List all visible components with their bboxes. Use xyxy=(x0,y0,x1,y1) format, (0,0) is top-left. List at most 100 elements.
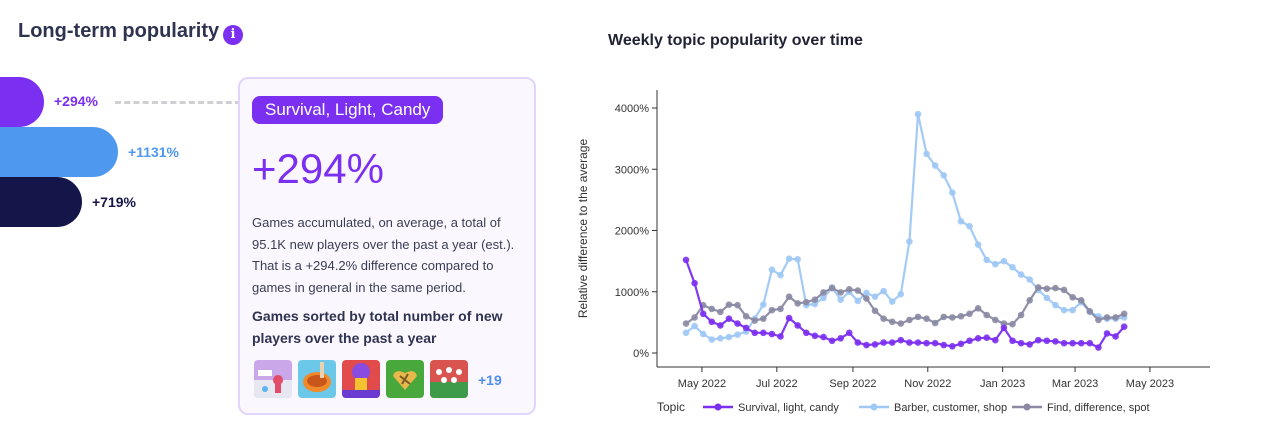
data-point xyxy=(854,339,862,346)
data-point xyxy=(777,333,784,340)
bar-barber[interactable] xyxy=(0,127,118,177)
data-point xyxy=(1052,284,1059,292)
y-tick-label: 4000% xyxy=(615,103,649,115)
data-point xyxy=(906,238,913,245)
data-point xyxy=(811,332,819,340)
data-point xyxy=(1017,339,1025,347)
data-point xyxy=(1060,286,1068,294)
data-point xyxy=(949,342,956,350)
data-point xyxy=(914,339,922,346)
data-point xyxy=(717,335,724,342)
data-point xyxy=(760,315,767,322)
legend-marker xyxy=(714,403,722,411)
y-tick-label: 0% xyxy=(633,348,649,360)
data-point xyxy=(691,322,698,330)
data-point xyxy=(1009,320,1016,328)
data-point xyxy=(1052,301,1059,309)
data-point xyxy=(725,333,733,341)
data-point xyxy=(871,307,879,315)
x-tick-label: Mar 2023 xyxy=(1052,378,1098,390)
data-point xyxy=(845,329,853,337)
data-point xyxy=(760,301,767,308)
data-point xyxy=(708,305,716,313)
data-point xyxy=(794,300,801,307)
bar-survival-label: +294% xyxy=(54,93,98,109)
info-icon[interactable]: i xyxy=(223,25,243,45)
topic-tag: Survival, Light, Candy xyxy=(252,96,444,124)
data-point xyxy=(871,293,879,300)
data-point xyxy=(1034,336,1042,344)
data-point xyxy=(923,150,930,158)
data-point xyxy=(794,322,801,329)
series-line xyxy=(685,286,1125,326)
data-point xyxy=(794,255,801,263)
bar-find[interactable] xyxy=(0,177,82,227)
data-point xyxy=(811,296,819,304)
data-point xyxy=(1009,337,1016,345)
game-thumbnail-3[interactable] xyxy=(342,360,380,398)
y-axis-label: Relative difference to the average xyxy=(576,139,590,319)
data-point xyxy=(1112,333,1119,340)
data-point xyxy=(837,335,844,342)
x-tick-label: May 2023 xyxy=(1126,378,1174,390)
data-point xyxy=(1000,257,1008,265)
data-point xyxy=(880,287,887,295)
data-point xyxy=(708,336,716,343)
data-point xyxy=(983,256,991,264)
data-point xyxy=(1120,323,1128,330)
data-point xyxy=(992,336,999,344)
data-point xyxy=(863,289,870,297)
data-point xyxy=(1026,276,1033,283)
data-point xyxy=(1069,339,1076,347)
data-point xyxy=(820,294,827,302)
data-point xyxy=(974,241,982,248)
data-point xyxy=(1095,344,1102,351)
data-point xyxy=(1077,297,1085,304)
more-games-count[interactable]: +19 xyxy=(478,372,502,388)
game-thumbnail-2[interactable] xyxy=(298,360,336,398)
data-point xyxy=(1043,285,1051,292)
games-subheading: Games sorted by total number of new play… xyxy=(252,308,503,346)
data-point xyxy=(854,297,862,305)
data-point xyxy=(717,322,724,329)
data-point xyxy=(828,337,836,345)
data-point xyxy=(1043,294,1051,302)
data-point xyxy=(751,329,759,337)
data-point xyxy=(1095,316,1102,324)
data-point xyxy=(837,289,844,296)
data-point xyxy=(1043,337,1051,345)
bar-survival[interactable] xyxy=(0,77,44,127)
data-point xyxy=(691,279,698,287)
x-tick-label: May 2022 xyxy=(678,378,726,390)
data-point xyxy=(974,335,982,342)
data-point xyxy=(992,316,999,324)
data-point xyxy=(931,319,939,327)
data-point xyxy=(1000,324,1008,332)
data-point xyxy=(1060,306,1068,314)
topic-percent: +294% xyxy=(252,145,384,192)
data-point xyxy=(957,218,965,225)
x-tick-label: Nov 2022 xyxy=(904,378,951,390)
data-point xyxy=(785,255,793,262)
legend-marker xyxy=(870,403,878,411)
game-thumbnail-5[interactable] xyxy=(430,360,468,398)
data-point xyxy=(717,308,724,316)
data-point xyxy=(1026,297,1033,304)
data-point xyxy=(983,311,991,319)
data-point xyxy=(897,336,905,344)
game-thumbnail-1[interactable] xyxy=(254,360,292,398)
data-point xyxy=(854,287,862,294)
legend-label: Find, difference, spot xyxy=(1047,402,1150,414)
data-point xyxy=(785,314,793,322)
data-point xyxy=(957,312,965,320)
data-point xyxy=(923,339,930,347)
data-point xyxy=(871,341,879,348)
data-point xyxy=(760,329,767,337)
connector-line xyxy=(115,101,241,104)
data-point xyxy=(888,298,896,305)
data-point xyxy=(1052,338,1059,345)
bar-find-label: +719% xyxy=(92,194,136,210)
data-point xyxy=(691,314,698,321)
data-point xyxy=(837,296,844,304)
game-thumbnail-4[interactable] xyxy=(386,360,424,398)
